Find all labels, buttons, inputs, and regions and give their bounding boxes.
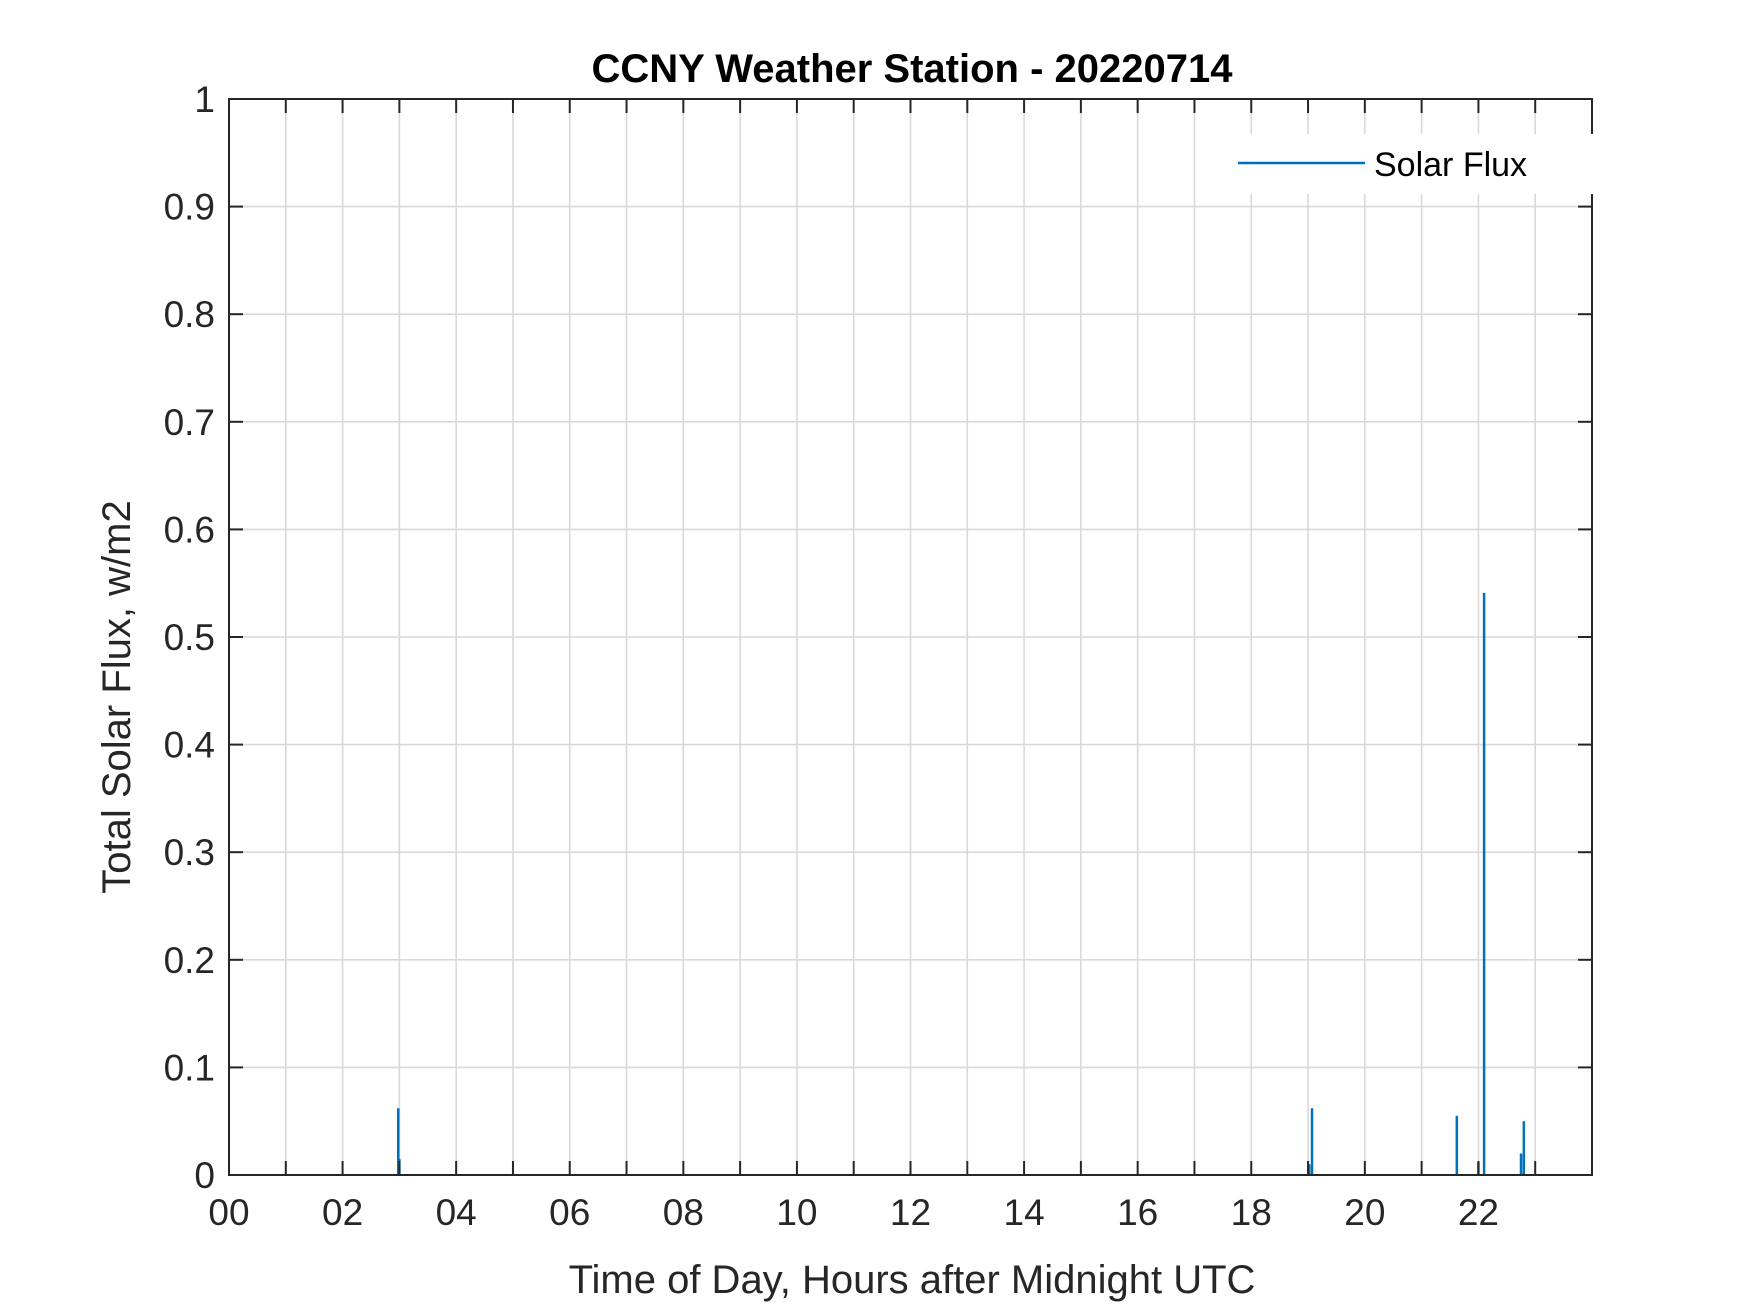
- legend: Solar Flux: [1226, 134, 1596, 194]
- x-tick-label: 16: [1117, 1192, 1158, 1233]
- tick-marks: [229, 98, 1592, 1176]
- y-tick-label: 0.5: [164, 617, 215, 658]
- legend-label-solar-flux: Solar Flux: [1374, 146, 1527, 184]
- grid-lines: [229, 99, 1592, 1175]
- y-tick-label: 0.1: [164, 1047, 215, 1088]
- x-tick-label: 20: [1344, 1192, 1385, 1233]
- x-tick-label: 08: [663, 1192, 704, 1233]
- y-tick-label: 0.2: [164, 940, 215, 981]
- x-tick-label: 14: [1004, 1192, 1045, 1233]
- x-axis-label: Time of Day, Hours after Midnight UTC: [569, 1258, 1256, 1302]
- y-tick-label: 0.3: [164, 832, 215, 873]
- x-tick-label: 10: [776, 1192, 817, 1233]
- x-tick-label: 00: [208, 1192, 249, 1233]
- y-tick-label: 0.6: [164, 509, 215, 550]
- y-tick-label: 1: [194, 79, 215, 120]
- y-tick-labels: 0 0.1 0.2 0.3 0.4 0.5 0.6 0.7 0.8 0.9 1: [164, 79, 215, 1196]
- chart-title: CCNY Weather Station - 20220714: [592, 47, 1234, 91]
- x-tick-label: 06: [549, 1192, 590, 1233]
- x-tick-label: 04: [436, 1192, 477, 1233]
- y-tick-label: 0.8: [164, 294, 215, 335]
- x-tick-label: 22: [1458, 1192, 1499, 1233]
- x-tick-labels: 00 02 04 06 08 10 12 14 16 18 20 22: [208, 1192, 1499, 1233]
- y-tick-label: 0.7: [164, 402, 215, 443]
- y-axis-label: Total Solar Flux, w/m2: [95, 500, 139, 893]
- y-tick-label: 0.9: [164, 187, 215, 228]
- y-tick-label: 0.4: [164, 725, 215, 766]
- x-tick-label: 12: [890, 1192, 931, 1233]
- x-tick-label: 02: [322, 1192, 363, 1233]
- x-tick-label: 18: [1231, 1192, 1272, 1233]
- series-solar-flux: [396, 592, 1526, 1175]
- y-tick-label: 0: [194, 1155, 215, 1196]
